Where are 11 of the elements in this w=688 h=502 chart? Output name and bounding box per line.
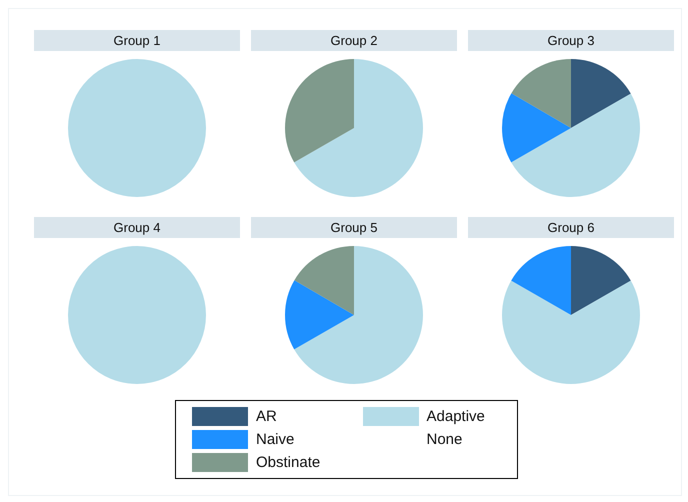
chart-title: Group 6 <box>468 217 674 238</box>
legend-label: Obstinate <box>256 454 320 471</box>
chart-title: Group 5 <box>251 217 457 238</box>
chart-title: Group 2 <box>251 30 457 51</box>
chart-title: Group 4 <box>34 217 240 238</box>
legend-label: Adaptive <box>426 408 485 425</box>
chart-title: Group 3 <box>468 30 674 51</box>
category-label: None <box>426 431 462 448</box>
legend-label: Naive <box>256 431 294 448</box>
chart-title: Group 1 <box>34 30 240 51</box>
legend-label: AR <box>256 408 277 425</box>
